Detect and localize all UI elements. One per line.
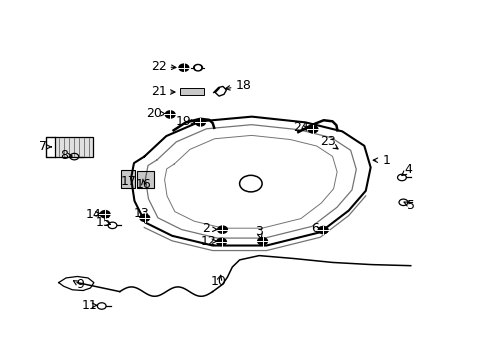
Text: 7: 7: [39, 140, 47, 153]
Circle shape: [100, 211, 110, 218]
Text: 18: 18: [235, 79, 251, 92]
Circle shape: [195, 119, 205, 126]
Circle shape: [257, 238, 267, 245]
Circle shape: [318, 226, 327, 234]
Text: 16: 16: [136, 178, 151, 191]
Text: 4: 4: [404, 163, 411, 176]
Circle shape: [217, 226, 227, 233]
Text: 22: 22: [151, 60, 166, 73]
Text: 15: 15: [96, 216, 111, 229]
Text: 1: 1: [382, 154, 389, 167]
Circle shape: [216, 238, 226, 246]
Text: 6: 6: [311, 222, 319, 235]
Bar: [137, 171, 153, 188]
Text: 19: 19: [176, 115, 191, 128]
Text: 20: 20: [146, 107, 162, 120]
Text: 2: 2: [202, 222, 210, 235]
Text: 23: 23: [319, 135, 335, 148]
Circle shape: [179, 64, 188, 71]
Text: 8: 8: [61, 149, 68, 162]
Text: 10: 10: [211, 275, 226, 288]
Text: 3: 3: [255, 225, 263, 238]
Circle shape: [140, 214, 149, 221]
Text: 14: 14: [86, 208, 102, 221]
Text: 24: 24: [293, 121, 308, 134]
Text: 21: 21: [151, 85, 167, 98]
Circle shape: [195, 66, 200, 69]
Text: 11: 11: [81, 299, 97, 312]
Text: 17: 17: [120, 175, 136, 188]
Circle shape: [193, 64, 202, 71]
Text: 9: 9: [76, 278, 83, 291]
Bar: [180, 88, 204, 95]
Circle shape: [307, 126, 317, 133]
Text: 5: 5: [406, 199, 414, 212]
Circle shape: [165, 111, 175, 118]
Text: 13: 13: [133, 207, 149, 220]
Text: 12: 12: [201, 235, 216, 248]
Bar: [55, 137, 93, 157]
Bar: [121, 170, 135, 188]
